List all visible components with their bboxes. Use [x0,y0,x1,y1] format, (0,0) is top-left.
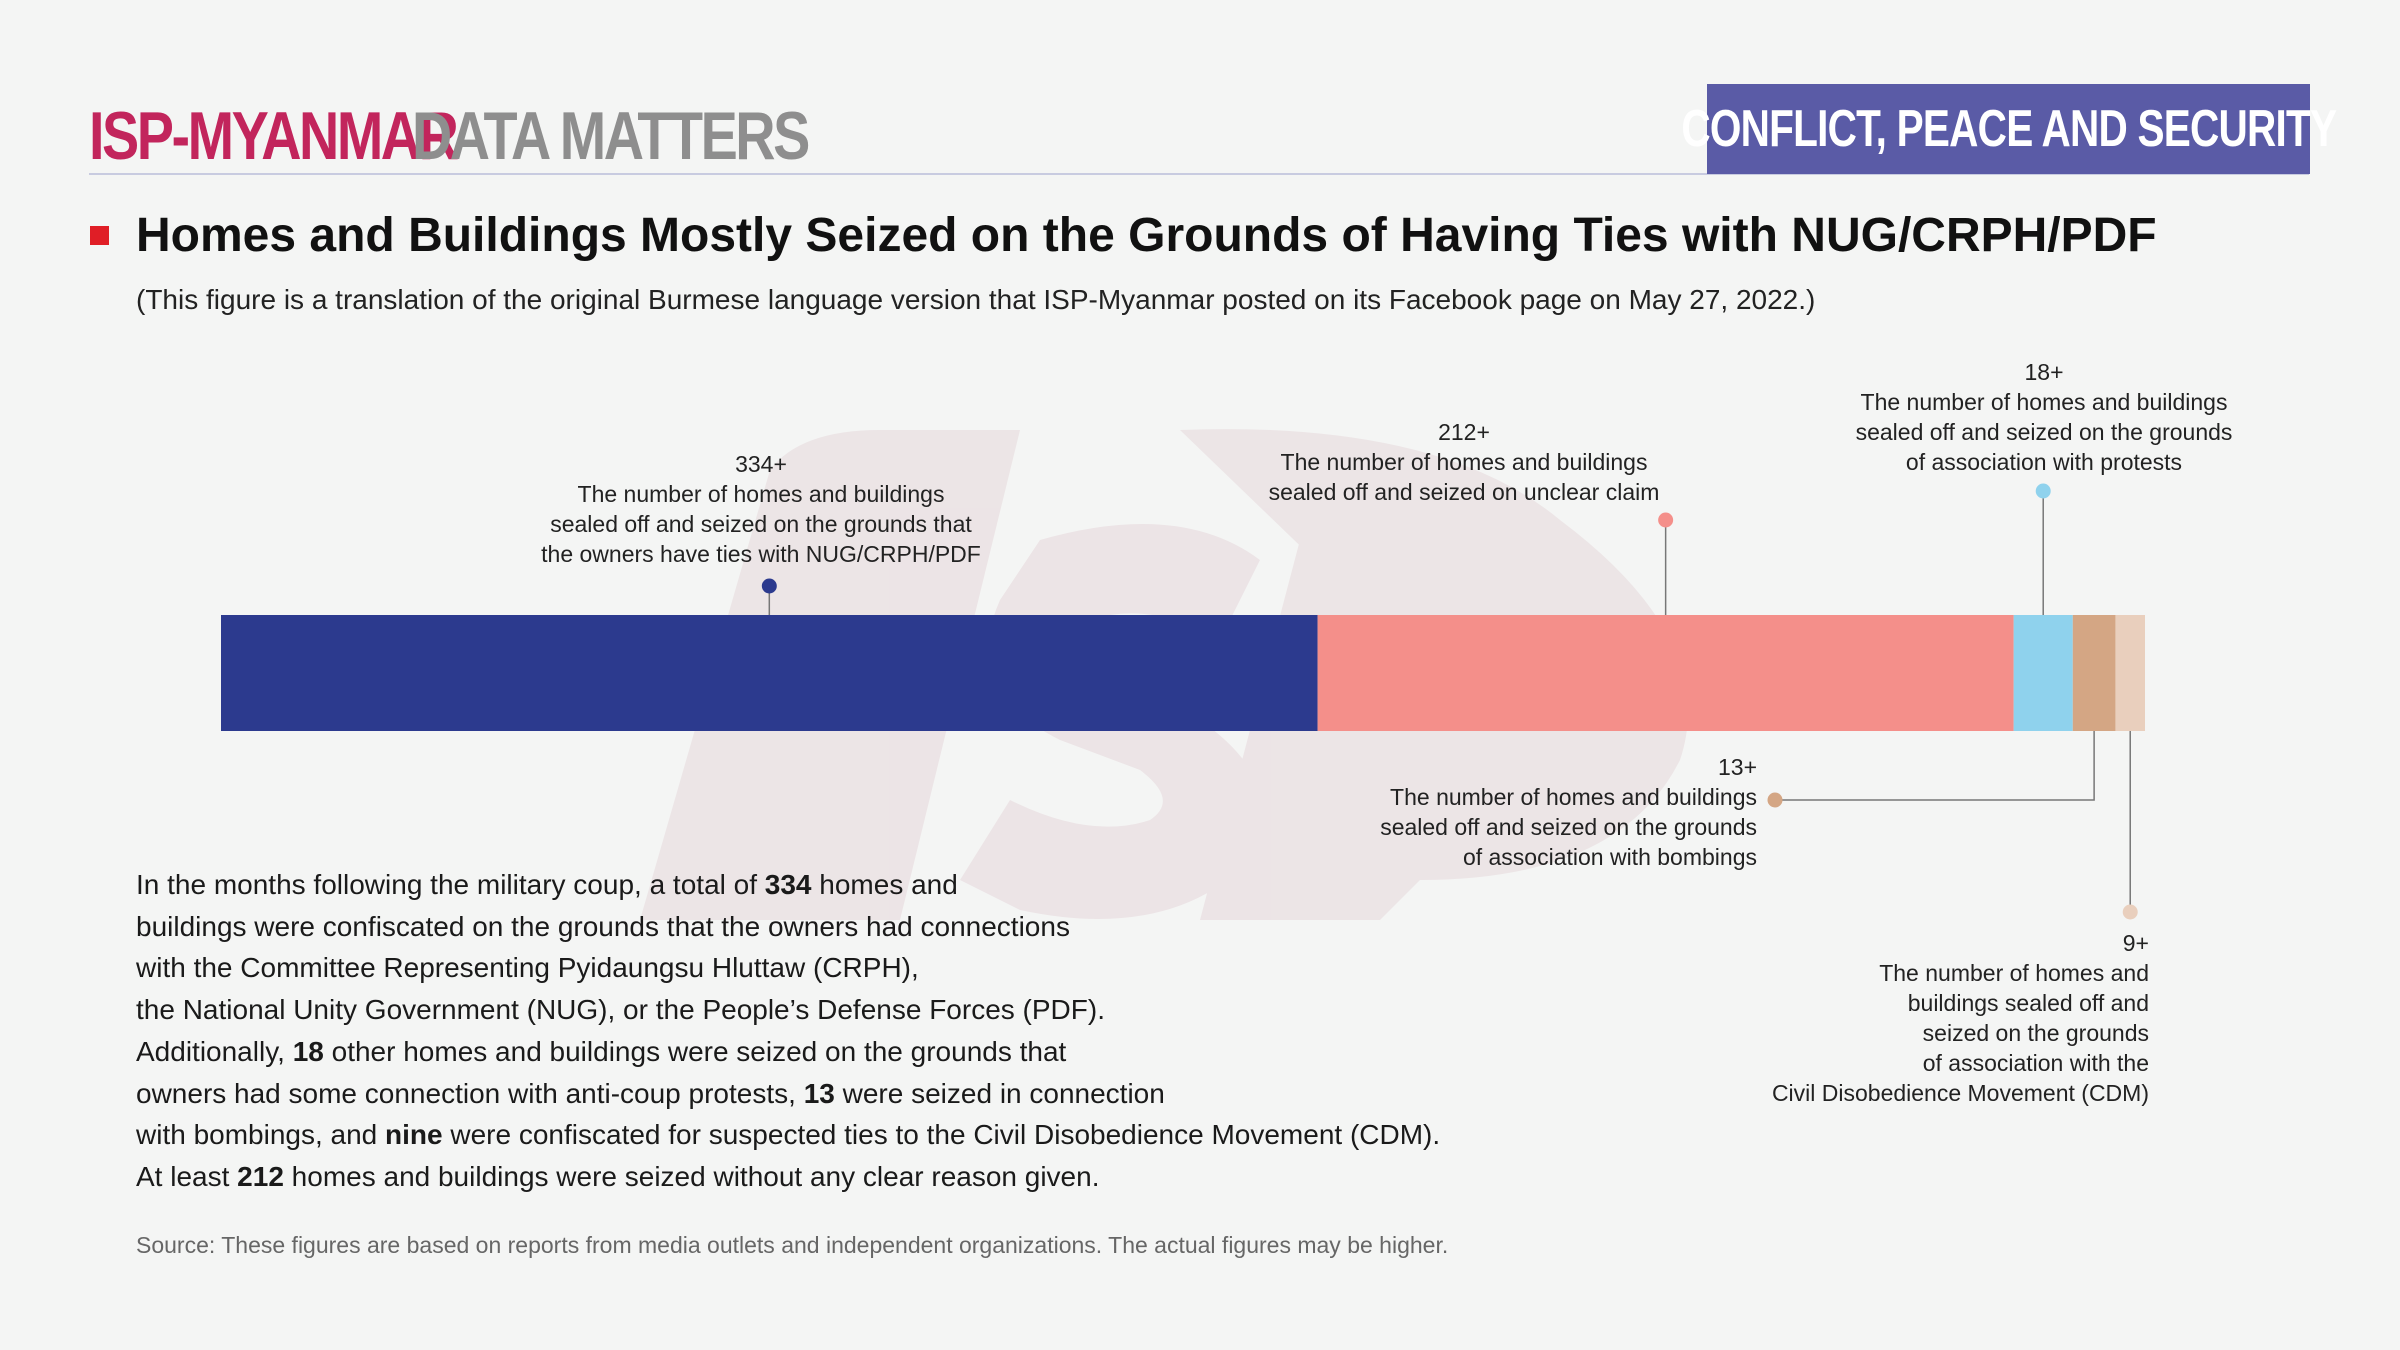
callout-dot-ties-nug-crph-pdf [761,578,777,594]
summary-highlight-number: 334 [764,869,812,900]
callout-dot-unclear-claim [1658,512,1674,528]
callout-text-ties-nug-crph-pdf: sealed off and seized on the grounds tha… [550,511,972,537]
callout-text-protests: The number of homes and buildings [1860,389,2228,415]
callout-value-unclear-claim: 212+ [1438,419,1490,445]
callout-dot-cdm [2122,904,2138,920]
summary-paragraph: In the months following the military cou… [136,864,1440,1198]
summary-text-run: owners had some connection with anti-cou… [136,1077,804,1109]
callout-label-ties-nug-crph-pdf: 334+ The number of homes and buildings sea… [541,449,981,569]
callout-text-cdm: seized on the grounds [1922,1020,2149,1046]
brand-data-matters: DATA MATTERS [412,98,810,174]
callout-text-bombings: The number of homes and buildings [1390,784,1757,810]
callout-text-bombings: of association with bombings [1462,844,1757,870]
callout-text-cdm: Civil Disobedience Movement (CDM) [1771,1080,2149,1106]
summary-line: the National Unity Government (NUG), or … [136,989,1440,1031]
summary-text-run: In the months following the military cou… [136,869,765,900]
summary-text-run: buildings were confiscated on the ground… [136,910,1070,942]
summary-line: buildings were confiscated on the ground… [136,906,1440,948]
callout-label-protests: 18+ The number of homes and buildings seal… [1856,357,2233,477]
category-badge-label: CONFLICT, PEACE AND SECURITY [1681,100,2337,158]
page-title: Homes and Buildings Mostly Seized on the… [136,209,2157,262]
summary-line: Additionally, 18 other homes and buildin… [136,1031,1440,1073]
callout-dot-protests [2035,483,2051,499]
callout-text-cdm: of association with the [1922,1050,2149,1076]
summary-text-run: were seized in connection [834,1077,1165,1109]
summary-text-run: At least [136,1160,238,1192]
callout-label-bombings: 13+ The number of homes and buildings seal… [1380,752,1757,872]
callout-text-unclear-claim: sealed off and seized on unclear claim [1268,479,1660,505]
summary-line: with the Committee Representing Pyidaung… [136,947,1440,989]
bar-segment-cdm [2115,615,2145,731]
callout-text-ties-nug-crph-pdf: The number of homes and buildings [577,481,945,507]
callout-text-cdm: The number of homes and [1879,960,2149,986]
callout-text-ties-nug-crph-pdf: the owners have ties with NUG/CRPH/PDF [541,541,981,567]
summary-text-run: the National Unity Government (NUG), or … [136,994,1105,1026]
callout-text-protests: sealed off and seized on the grounds [1855,419,2233,445]
bar-segment-bombings [2072,615,2116,731]
category-badge: CONFLICT, PEACE AND SECURITY [1681,84,2337,174]
callout-value-protests: 18+ [2024,359,2064,385]
summary-highlight-number: 18 [292,1035,324,1067]
page-subtitle: (This figure is a translation of the ori… [136,284,1816,315]
callout-label-unclear-claim: 212+ The number of homes and buildings sea… [1269,417,1660,507]
callout-value-cdm: 9+ [2122,930,2149,956]
summary-text-run: were confiscated for suspected ties to t… [442,1119,1441,1151]
title-bullet-mark [90,226,109,245]
source-note: Source: These figures are based on repor… [136,1232,1449,1258]
summary-highlight-number: 13 [803,1077,835,1109]
brand-isp-myanmar: ISP-MYANMAR [89,98,459,174]
summary-text-run: with the Committee Representing Pyidaung… [136,952,919,984]
callout-text-cdm: buildings sealed off and [1907,990,2149,1016]
bar-segment-ties-nug-crph-pdf [221,615,1318,731]
summary-line: owners had some connection with anti-cou… [136,1073,1440,1115]
summary-line: In the months following the military cou… [136,864,1440,906]
callout-label-cdm: 9+ The number of homes and buildings seale… [1772,928,2149,1108]
bar-segment-unclear-claim [1317,615,2014,731]
summary-text-run: homes and buildings were seized without … [283,1160,1100,1192]
brand-logo: ISP-MYANMAR DATA MATTERS [89,96,810,176]
summary-text-run: other homes and buildings were seized on… [323,1035,1067,1067]
callout-text-unclear-claim: The number of homes and buildings [1280,449,1648,475]
callout-text-bombings: sealed off and seized on the grounds [1380,814,1757,840]
header-divider [89,173,2309,175]
summary-highlight-number: 212 [237,1160,284,1192]
callout-value-bombings: 13+ [1717,754,1757,780]
summary-highlight-number: nine [385,1119,443,1151]
summary-text-run: homes and [811,869,958,900]
summary-text-run: with bombings, and [136,1119,386,1151]
callout-value-ties-nug-crph-pdf: 334+ [735,451,787,477]
leader-line-bombings [1775,731,2095,801]
summary-line: with bombings, and nine were confiscated… [136,1114,1440,1156]
summary-text-run: Additionally, [136,1035,293,1067]
callout-text-protests: of association with protests [1905,449,2183,475]
callout-dot-bombings [1767,792,1783,808]
summary-line: At least 212 homes and buildings were se… [136,1156,1440,1198]
bar-segment-protests [2013,615,2073,731]
